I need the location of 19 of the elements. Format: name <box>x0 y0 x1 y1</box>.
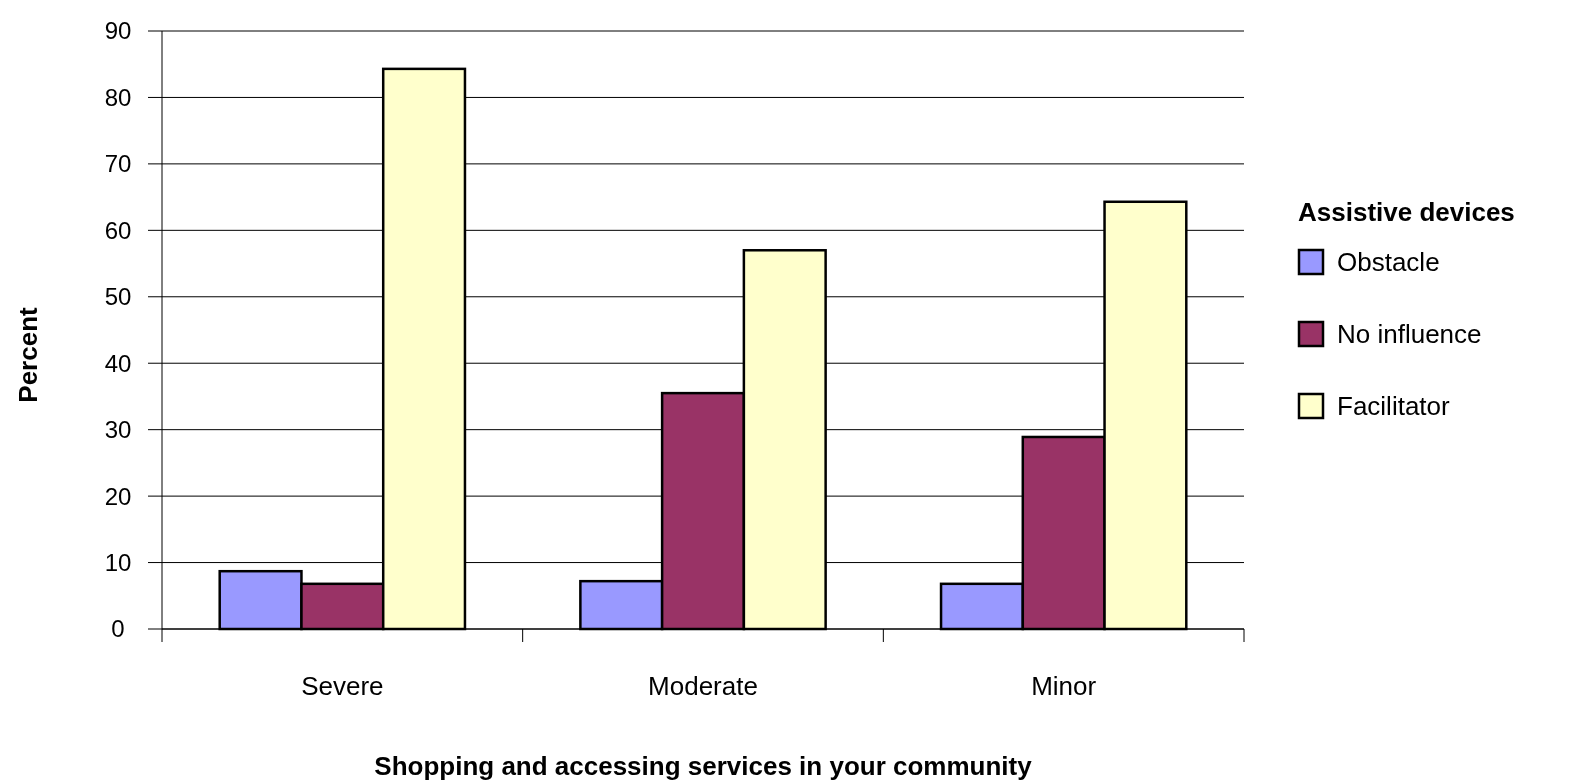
x-tick-label: Moderate <box>648 671 758 701</box>
legend-label: Obstacle <box>1337 247 1440 278</box>
y-tick-label: 20 <box>104 482 132 510</box>
x-tick-label: Minor <box>1031 671 1097 701</box>
x-axis-title: Shopping and accessing services in your community <box>374 751 1033 781</box>
y-tick-label: 60 <box>104 216 132 244</box>
y-tick-label: 80 <box>104 83 132 111</box>
legend-title: Assistive devices <box>1298 197 1515 227</box>
legend-label: Facilitator <box>1337 391 1451 422</box>
y-tick-label: 0 <box>111 615 125 643</box>
y-tick-label: 70 <box>104 150 132 178</box>
y-tick-label: 90 <box>104 17 132 45</box>
y-axis-title: Percent <box>13 306 43 403</box>
y-tick-label: 40 <box>104 349 132 377</box>
y-tick-label: 10 <box>104 548 132 576</box>
legend-label: No influence <box>1337 319 1482 350</box>
x-tick-label: Severe <box>301 671 384 701</box>
y-tick-label: 50 <box>104 283 132 311</box>
y-tick-label: 30 <box>104 416 132 444</box>
